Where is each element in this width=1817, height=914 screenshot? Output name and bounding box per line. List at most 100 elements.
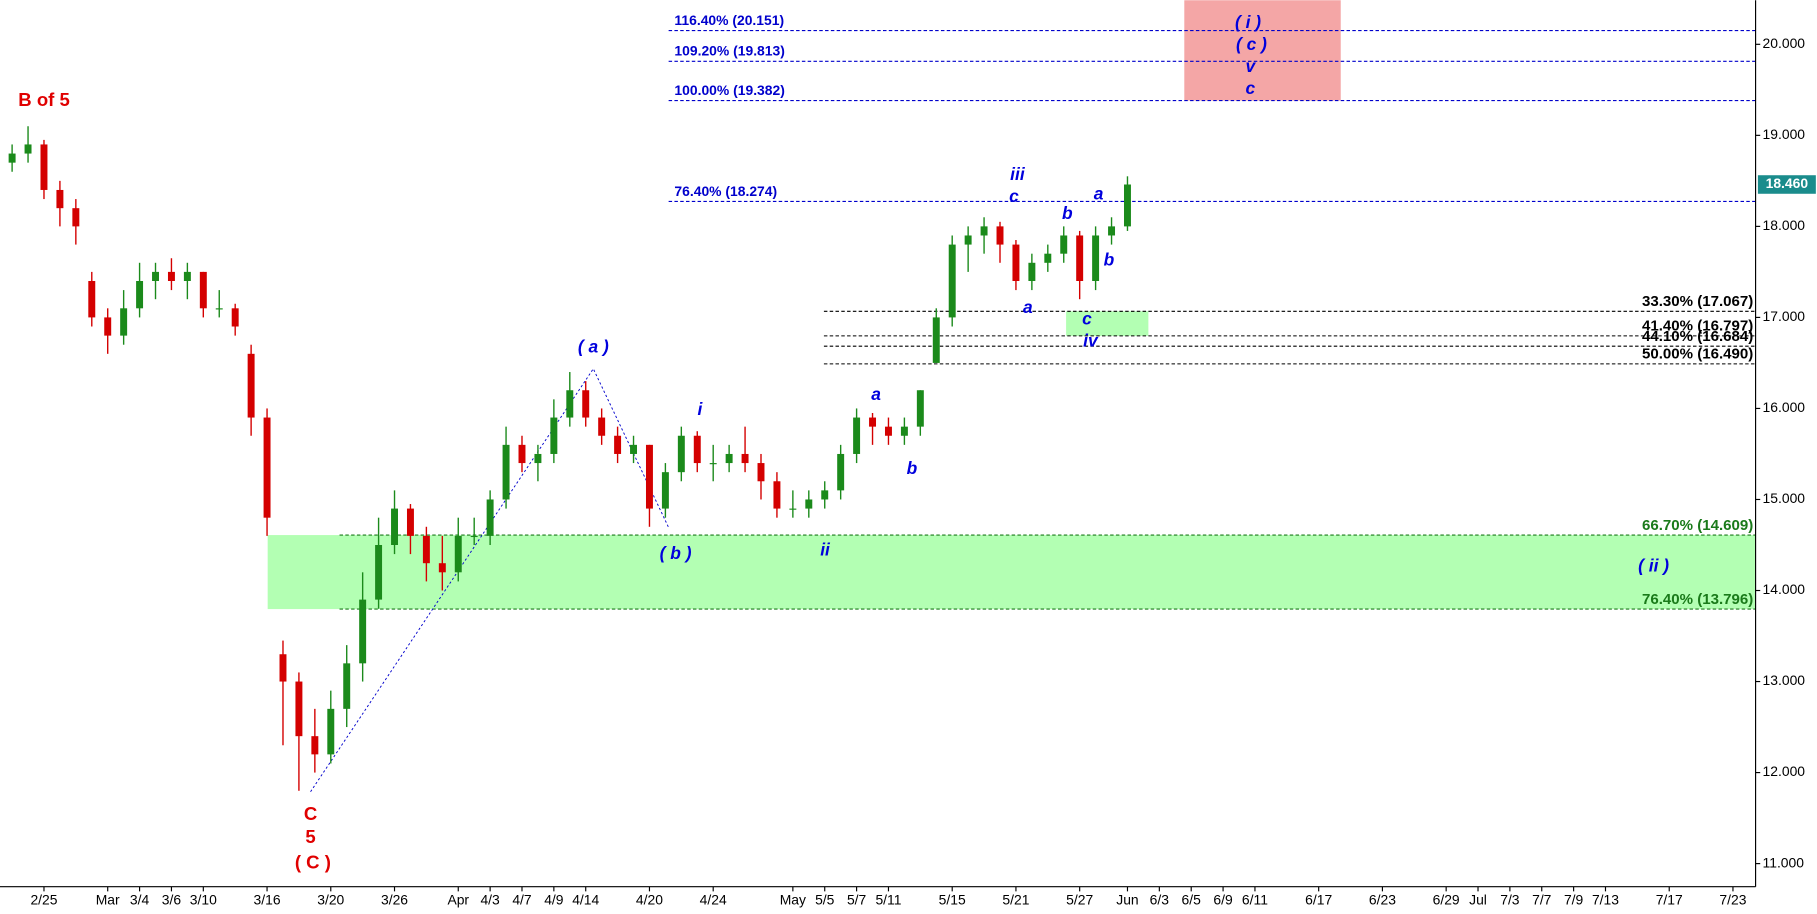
y-tick-label: 20.000 [1763,35,1806,51]
x-tick-label: 5/21 [1002,891,1029,907]
x-tick-label: May [780,891,806,907]
candle-body [614,435,622,454]
candle-body [821,490,829,500]
x-tick-label: 5/15 [939,891,966,907]
x-tick-label: 5/11 [875,891,901,907]
candle-body [725,453,733,464]
candle-body [486,499,494,536]
candle-body [406,508,414,536]
wave-label: v [1246,56,1257,76]
candle-body [311,736,319,755]
candle-body [502,444,510,500]
candle-body [1060,235,1068,254]
level-label: 116.40% (20.151) [674,12,784,28]
levels: 116.40% (20.151) 109.20% (19.813) 100.00% … [339,12,1756,610]
wave-label: b [1104,250,1115,270]
x-tick-label: 6/3 [1150,891,1170,907]
candle-body [8,153,16,163]
candle-body [900,426,908,436]
candle-body [359,599,367,664]
wave-label: ( c ) [1236,34,1267,54]
x-tick-label: 3/4 [130,891,150,907]
wave-label: ( i ) [1235,12,1261,32]
candle-body [1012,244,1020,281]
x-tick-label: 7/9 [1564,891,1584,907]
candle-body [167,271,175,281]
candle-body [72,208,80,227]
candle-body [56,189,64,209]
x-tick-label: 6/29 [1433,891,1460,907]
x-tick-label: 4/3 [480,891,500,907]
zone [1066,311,1149,336]
y-tick-label: 14.000 [1763,581,1806,597]
level-label: 100.00% (19.382) [674,82,784,98]
candle-body [391,508,398,545]
candle-body [295,681,303,737]
wave-label: ( a ) [578,336,609,356]
candle-body [964,235,972,245]
wave-label: B of 5 [18,89,69,110]
candle-body [40,144,48,190]
x-tick-label: 4/20 [636,891,663,907]
candle-body [24,144,32,154]
wave-label: iii [1010,164,1026,184]
candle-body [757,463,765,482]
wave-label: c [1246,78,1256,98]
candle-body [598,417,606,436]
candle-body [1123,184,1131,227]
candle-body [582,390,590,418]
level-label: 50.00% (16.490) [1642,346,1753,363]
zones [267,0,1756,610]
x-tick-label: 6/17 [1305,891,1332,907]
wave-label: a [1023,297,1033,317]
candle-body [1044,253,1052,263]
candle-body [1028,262,1036,281]
zone [1184,0,1341,101]
candle-body [996,226,1004,245]
y-tick-label: 16.000 [1763,399,1806,415]
zone [267,535,1756,610]
wave-label: a [1094,184,1104,204]
wave-label: b [1062,203,1073,223]
x-tick-label: 6/9 [1213,891,1233,907]
y-tick-label: 13.000 [1763,672,1806,688]
candle-body [853,417,861,454]
x-tick-label: 2/25 [30,891,57,907]
candle-body [470,535,478,538]
x-tick-label: 4/24 [700,891,727,907]
candle-body [136,280,144,309]
wave-label: a [871,384,881,404]
candle-body [247,353,255,418]
x-tick-label: 7/17 [1656,891,1683,907]
candle-body [518,444,526,464]
level-label: 33.30% (17.067) [1642,293,1753,310]
annotations: B of 5C5( C )( a )( b )iiiabiiicabcivab(… [18,12,1669,872]
candle-body [932,317,940,363]
x-tick-label: 3/10 [190,891,217,907]
wave-label: c [1082,309,1092,329]
x-tick-label: Apr [447,891,469,907]
level-label: 76.40% (13.796) [1642,591,1753,608]
candle-body [789,508,797,510]
candle-body [916,390,924,427]
wave-label: ( C ) [295,851,331,872]
x-tick-label: 3/6 [162,891,182,907]
candle-body [343,663,351,709]
level-label: 44.10% (16.684) [1642,328,1753,345]
candle-body [199,271,207,309]
candle-body [1092,235,1100,281]
y-tick-label: 11.000 [1763,854,1805,870]
x-tick-label: 6/23 [1369,891,1396,907]
level-label: 109.20% (19.813) [674,43,784,59]
candle-body [693,435,701,464]
candle-body [534,453,542,464]
candle-body [422,535,430,564]
candle-body [263,417,271,518]
candle-body [837,453,845,491]
candle-body [980,226,988,236]
x-tick-label: 5/27 [1066,891,1093,907]
wave-label: i [698,399,704,419]
wave-label: 5 [305,826,315,847]
